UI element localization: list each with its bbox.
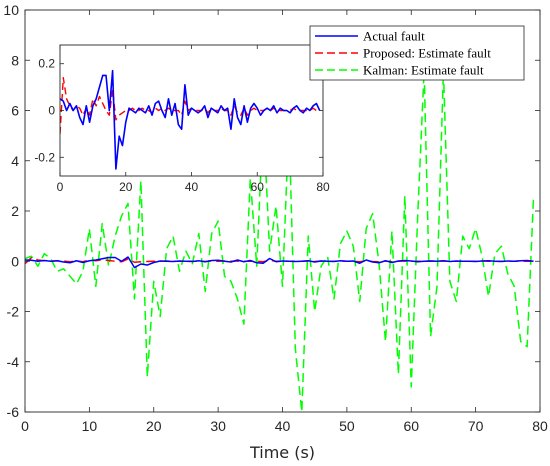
y-tick-label: 6 (11, 103, 19, 119)
inset-y-tick-label: -0.2 (34, 150, 55, 164)
legend-label-1: Proposed: Estimate fault (363, 46, 491, 61)
inset-x-tick-label: 20 (119, 180, 133, 194)
x-tick-label: 20 (146, 418, 162, 434)
x-tick-label: 10 (82, 418, 98, 434)
y-tick-label: 8 (11, 52, 19, 68)
inset-y-tick-label: 0.2 (38, 57, 55, 71)
main-series-group (25, 69, 535, 412)
inset-x-tick-label: 0 (57, 180, 64, 194)
y-tick-label: -2 (7, 304, 20, 320)
series-line-0 (25, 256, 534, 269)
legend: Actual fault Proposed: Estimate fault Kalm… (309, 25, 525, 81)
x-tick-label: 30 (210, 418, 226, 434)
inset-series-line-0 (60, 69, 321, 170)
y-tick-label: 2 (11, 203, 19, 219)
legend-label-2: Kalman: Estimate fault (363, 63, 484, 78)
y-tick-label: 10 (3, 2, 19, 18)
inset-axes: 0 20 40 60 80 0.2 0 -0.2 (34, 44, 330, 194)
x-tick-label: 40 (275, 418, 291, 434)
y-tick-label: 0 (11, 253, 19, 269)
plot-frame (24, 9, 541, 413)
x-tick-label: 50 (339, 418, 355, 434)
inset-x-tick-label: 40 (185, 180, 199, 194)
inset-x-tick-label: 80 (316, 180, 330, 194)
y-tick-label: -4 (7, 354, 20, 370)
x-tick-label: 60 (403, 418, 419, 434)
inset-y-tick-label: 0 (48, 104, 55, 118)
legend-label-0: Actual fault (363, 29, 425, 44)
x-tick-label: 80 (532, 418, 548, 434)
x-axis-label: Time (s) (249, 443, 315, 462)
y-tick-label: 4 (11, 153, 19, 169)
x-tick-label: 0 (21, 418, 29, 434)
y-tick-label: -6 (7, 404, 20, 420)
inset-series-line-1 (60, 77, 320, 134)
inset-frame (59, 44, 324, 177)
x-tick-label: 70 (468, 418, 484, 434)
inset-series-group (60, 69, 321, 170)
inset-x-tick-label: 60 (251, 180, 265, 194)
